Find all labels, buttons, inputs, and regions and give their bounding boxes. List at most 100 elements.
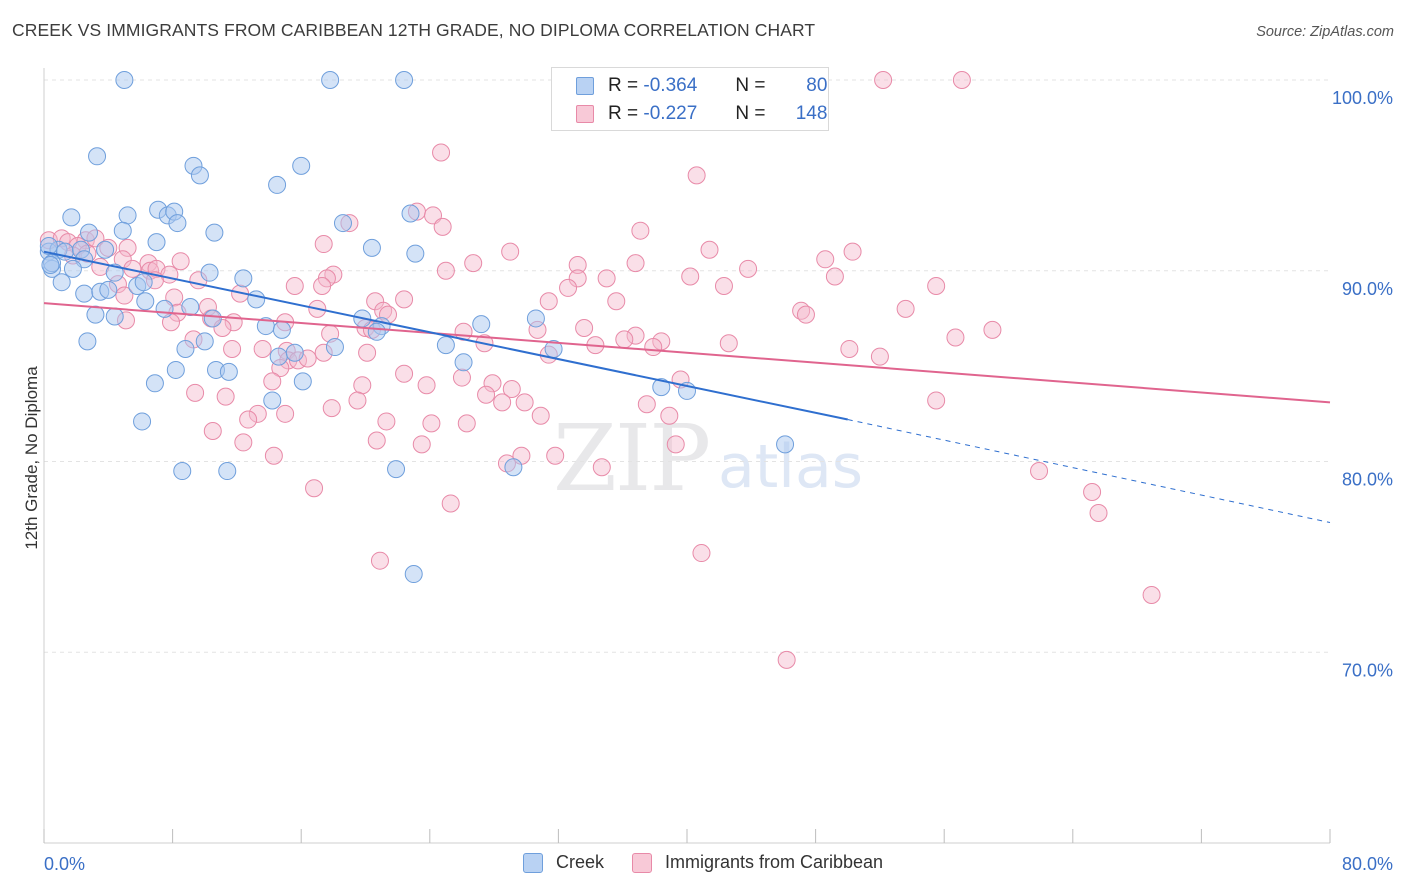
axes <box>43 68 1331 844</box>
caribbean-point <box>285 277 304 296</box>
creek-point <box>96 240 115 259</box>
caribbean-point <box>568 256 587 275</box>
creek-point <box>80 223 99 242</box>
caribbean-point <box>626 254 645 273</box>
creek-point <box>285 343 304 362</box>
creek-point <box>113 221 132 240</box>
caribbean-point <box>777 650 796 669</box>
caribbean-point <box>896 299 915 318</box>
legend-row-creek: R = -0.364 N = 80 <box>576 75 827 97</box>
creek-point <box>145 374 164 393</box>
caribbean-point <box>1030 462 1049 481</box>
creek-swatch <box>576 77 594 95</box>
caribbean-point <box>739 259 758 278</box>
creek-point <box>526 309 545 328</box>
creek-point <box>52 273 71 292</box>
caribbean-point <box>395 290 414 309</box>
creek-point <box>205 223 224 242</box>
caribbean-point <box>216 387 235 406</box>
caribbean-point <box>644 338 663 357</box>
caribbean-point <box>223 339 242 358</box>
caribbean-point <box>637 395 656 414</box>
caribbean-point <box>171 252 190 271</box>
source-note: Source: ZipAtlas.com <box>1256 24 1394 40</box>
creek-point <box>367 322 386 341</box>
creek-point <box>75 284 94 303</box>
y-tick-label: 80.0% <box>1342 470 1393 490</box>
creek-point <box>136 292 155 311</box>
creek-point <box>105 307 124 326</box>
creek-point <box>166 360 185 379</box>
caribbean-point <box>464 254 483 273</box>
caribbean-point <box>874 71 893 89</box>
caribbean-point <box>322 399 341 418</box>
caribbean-point <box>118 238 137 257</box>
caribbean-point <box>870 347 889 366</box>
caribbean-point <box>825 267 844 286</box>
legend-n-label: N = <box>735 103 766 124</box>
series-caribbean-points <box>39 71 1161 669</box>
caribbean-point <box>597 269 616 288</box>
caribbean-point <box>248 404 267 423</box>
legend-n-value: 80 <box>806 75 828 96</box>
caribbean-point <box>615 330 634 349</box>
caribbean-point <box>515 393 534 412</box>
caribbean-point <box>253 339 272 358</box>
caribbean-point <box>263 372 282 391</box>
creek-point <box>118 206 137 225</box>
caribbean-point <box>412 435 431 454</box>
legend-r-label: R = <box>608 75 639 96</box>
creek-point <box>652 378 671 397</box>
caribbean-point <box>952 71 971 89</box>
caribbean-point <box>631 221 650 240</box>
creek-point <box>362 238 381 257</box>
caribbean-point <box>840 339 859 358</box>
caribbean-point <box>422 414 441 433</box>
caribbean-legend-swatch <box>631 852 652 873</box>
caribbean-point <box>436 261 455 280</box>
creek-point <box>133 412 152 431</box>
creek-point <box>272 320 291 339</box>
legend-n-label: N = <box>735 75 766 96</box>
caribbean-point <box>186 383 205 402</box>
x-tick-label-min: 0.0% <box>44 854 85 874</box>
creek-point <box>88 147 107 166</box>
creek-point <box>63 259 82 278</box>
caribbean-point <box>348 391 367 410</box>
caribbean-point <box>714 277 733 296</box>
creek-point <box>41 256 60 275</box>
caribbean-point <box>417 376 436 395</box>
creek-point <box>173 462 192 481</box>
creek-point <box>454 353 473 372</box>
caribbean-point <box>692 544 711 563</box>
caribbean-point <box>452 368 471 387</box>
legend-item-caribbean: Immigrants from Caribbean <box>631 852 883 873</box>
creek-point <box>321 71 340 89</box>
caribbean-point <box>358 343 377 362</box>
creek-point <box>247 290 266 309</box>
creek-legend-swatch <box>522 852 543 873</box>
caribbean-point <box>115 286 134 305</box>
bottom-legend: Creek Immigrants from Caribbean <box>0 852 1406 873</box>
creek-point <box>115 71 134 89</box>
caribbean-point <box>927 391 946 410</box>
trend-lines <box>43 250 1331 524</box>
caribbean-point <box>239 410 258 429</box>
creek-point <box>203 309 222 328</box>
caribbean-point <box>983 320 1002 339</box>
caribbean-swatch <box>576 105 594 123</box>
creek-point <box>105 263 124 282</box>
creek-point <box>401 204 420 223</box>
caribbean-point <box>1142 586 1161 605</box>
caribbean-point <box>433 217 452 236</box>
creek-point <box>395 71 414 89</box>
caribbean-point <box>607 292 626 311</box>
creek-point <box>190 166 209 185</box>
caribbean-point <box>203 421 222 440</box>
creek-point <box>176 339 195 358</box>
creek-point <box>99 280 118 299</box>
creek-point <box>268 175 287 194</box>
creek-point <box>436 336 455 355</box>
caribbean-point <box>681 267 700 286</box>
